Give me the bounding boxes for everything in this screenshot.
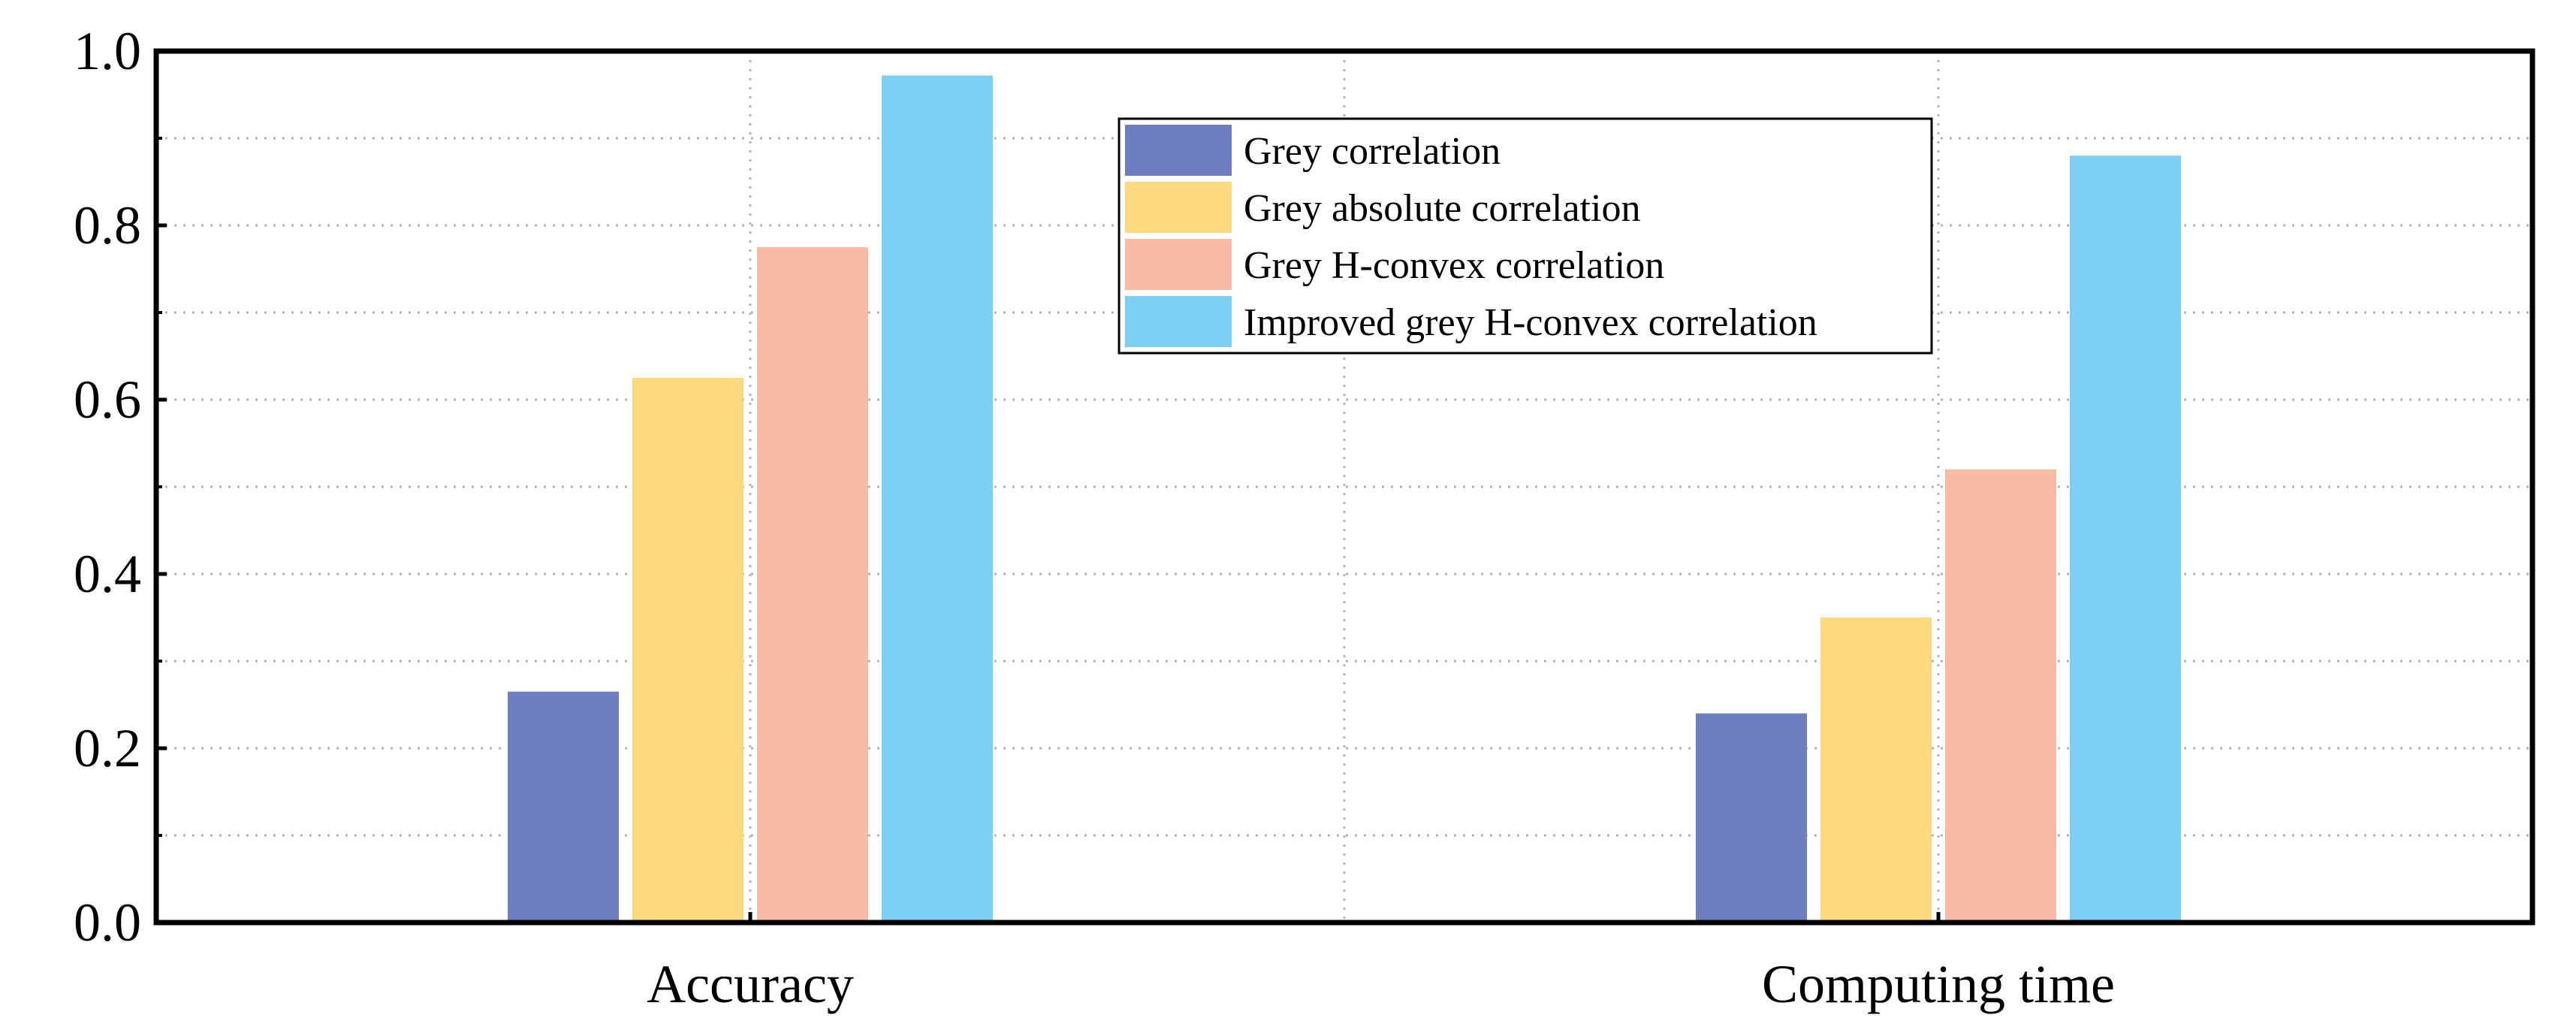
y-tick-label: 0.8	[74, 195, 141, 255]
legend-box	[1118, 117, 1933, 355]
x-category-label: Accuracy	[647, 954, 854, 1014]
legend-label: Grey H-convex correlation	[1244, 244, 1664, 287]
x-category-label: Computing time	[1762, 954, 2115, 1014]
bar-grey-absolute-correlation-accuracy	[632, 378, 744, 923]
legend-swatch	[1125, 182, 1232, 233]
bar-grey-h-convex-correlation-accuracy	[757, 247, 868, 923]
bar-grey-correlation-accuracy	[508, 691, 619, 923]
bar-improved-grey-h-convex-correlation-computing-time	[2070, 156, 2181, 923]
y-tick-label: 0.4	[74, 544, 141, 604]
legend-label: Improved grey H-convex correlation	[1244, 301, 1817, 344]
legend-swatch	[1125, 296, 1232, 347]
bar-grey-h-convex-correlation-computing-time	[1945, 469, 2056, 923]
legend-swatch	[1125, 125, 1232, 176]
y-tick-label: 1.0	[74, 21, 141, 81]
y-tick-label: 0.0	[74, 893, 141, 953]
legend-swatch	[1125, 239, 1232, 290]
y-tick-label: 0.6	[74, 370, 141, 430]
y-axis: 0.0 0.2 0.4 0.6 0.8 1.0	[74, 21, 167, 953]
x-axis: Accuracy Computing time	[647, 912, 2115, 1014]
bar-grey-correlation-computing-time	[1696, 713, 1807, 923]
legend: Grey correlation Grey absolute correlatio…	[1118, 117, 1933, 355]
legend-label: Grey absolute correlation	[1244, 187, 1640, 230]
bars	[508, 75, 2181, 923]
bar-grey-absolute-correlation-computing-time	[1820, 618, 1932, 923]
legend-label: Grey correlation	[1244, 130, 1501, 173]
y-tick-label: 0.2	[74, 718, 141, 778]
bar-improved-grey-h-convex-correlation-accuracy	[882, 75, 993, 923]
